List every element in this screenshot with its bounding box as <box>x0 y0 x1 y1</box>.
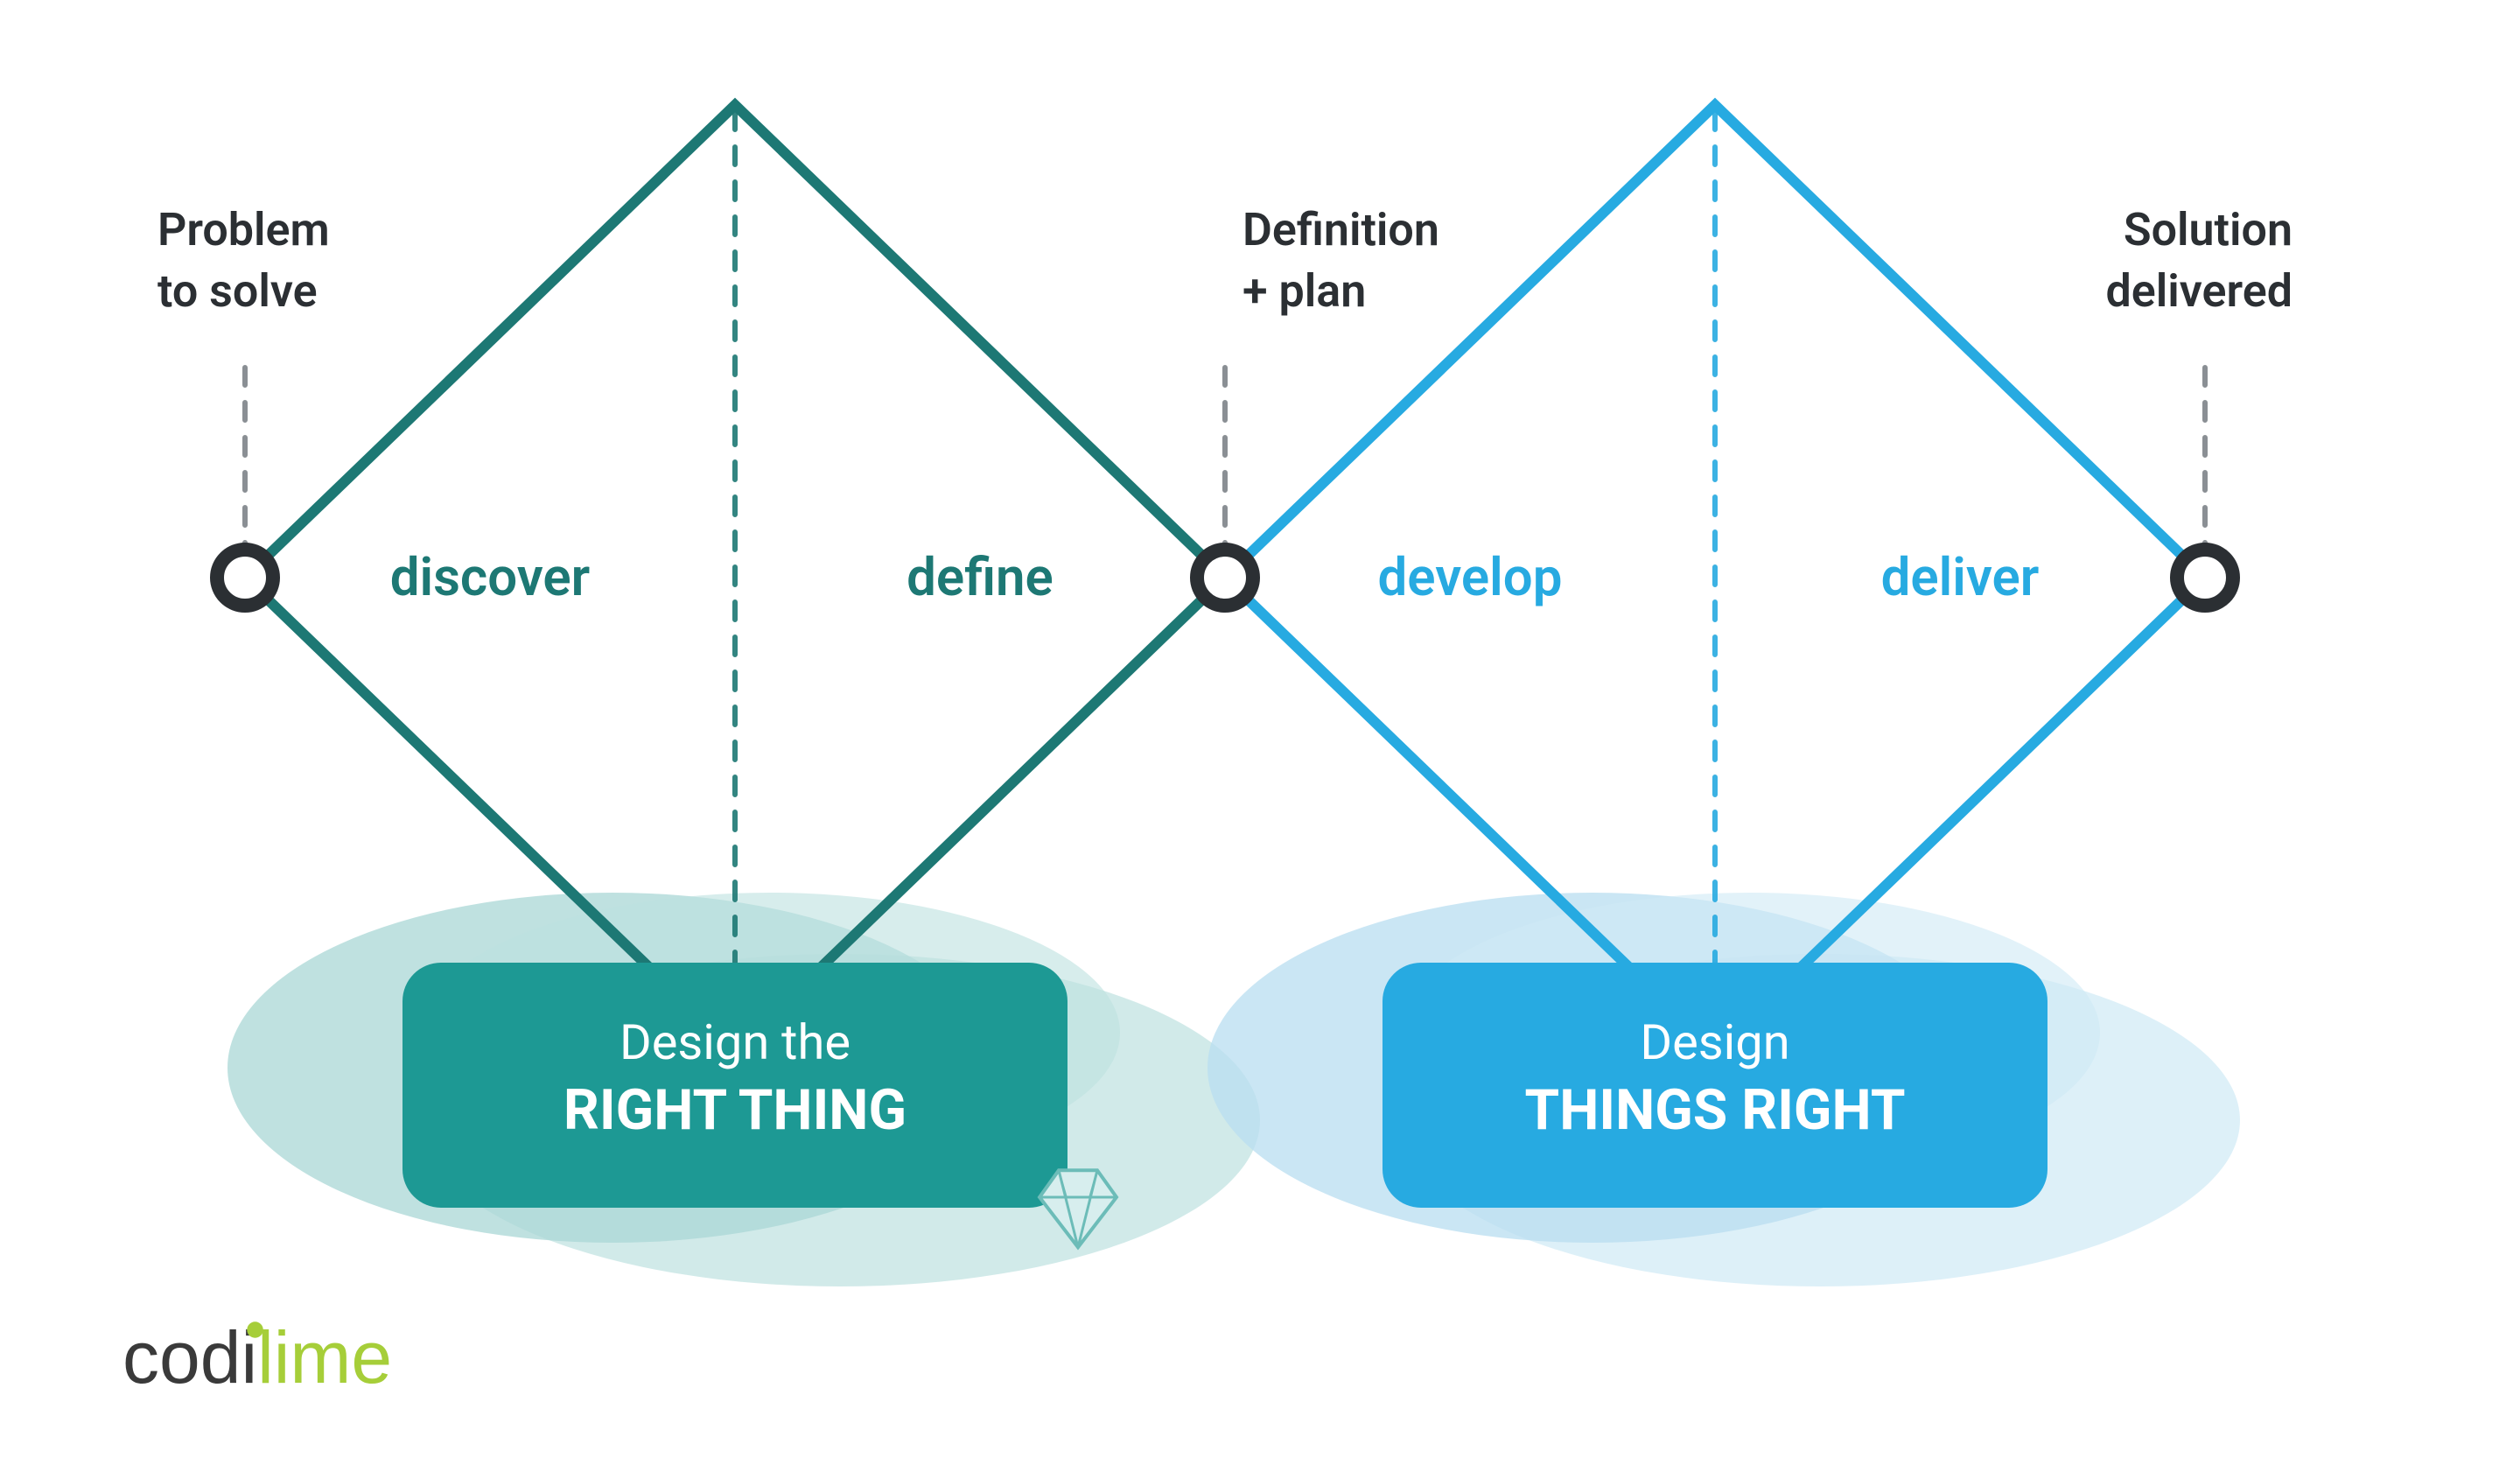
label-definition-l2: + plan <box>1242 264 1366 318</box>
label-problem-l1: Problem <box>158 203 330 256</box>
double-diamond-diagram: Design the RIGHT THING Design THINGS RIGHT P… <box>0 0 2520 1465</box>
badge-1-line1: Design the <box>620 1013 850 1071</box>
label-definition-l1: Definition <box>1242 203 1439 256</box>
phase-deliver: deliver <box>1881 546 2040 608</box>
node-left <box>217 550 273 606</box>
badge-1-line2: RIGHT THING <box>564 1077 906 1143</box>
node-mid <box>1197 550 1253 606</box>
node-right <box>2177 550 2233 606</box>
label-solution-l1: Solution <box>2124 203 2292 256</box>
phase-discover: discover <box>390 546 591 608</box>
label-solution-l2: delivered <box>2106 264 2292 318</box>
badge-2-line2: THINGS RIGHT <box>1525 1077 1906 1143</box>
codilime-logo: codilime <box>122 1316 392 1398</box>
badge-2-line1: Design <box>1640 1013 1789 1071</box>
label-problem-l2: to solve <box>158 264 318 318</box>
phase-develop: develop <box>1378 546 1563 608</box>
phase-define: define <box>906 546 1054 608</box>
